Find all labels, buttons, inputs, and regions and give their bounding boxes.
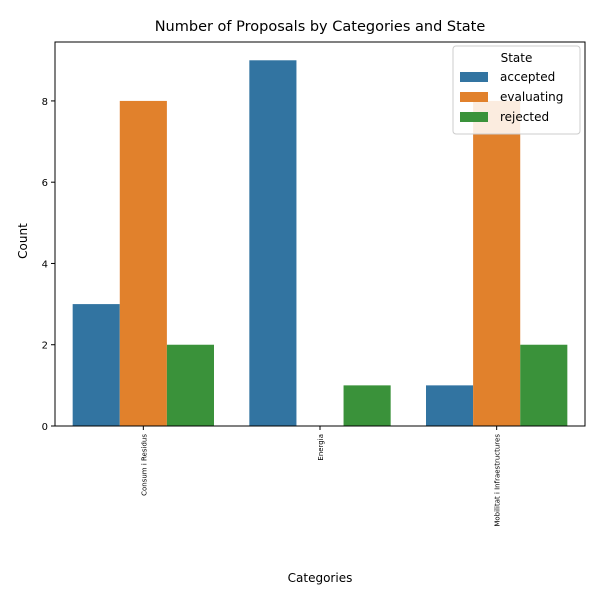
bar-rejected-2 <box>520 344 568 426</box>
plot-frame <box>54 41 586 427</box>
y-tick-label: 4 <box>42 259 48 270</box>
bar-rejected-0 <box>166 344 214 426</box>
y-tick-label: 2 <box>42 341 48 352</box>
legend-label-rejected: rejected <box>500 110 549 124</box>
bar-accepted-2 <box>426 385 474 426</box>
x-tick-label: Energia <box>317 434 325 461</box>
legend-label-accepted: accepted <box>500 70 555 84</box>
y-tick-label: 8 <box>42 97 48 108</box>
y-tick-label: 6 <box>42 178 48 189</box>
bar-evaluating-2 <box>473 100 521 427</box>
legend-swatch-evaluating <box>460 92 488 102</box>
bar-rejected-1 <box>343 385 391 426</box>
y-axis-ticks: 0 2 4 6 8 <box>42 97 55 433</box>
bar-evaluating-0 <box>119 100 167 427</box>
legend-swatch-rejected <box>460 112 488 122</box>
y-tick-label: 0 <box>42 422 48 433</box>
x-tick-label: Mobilitat i Infraestructures <box>494 434 502 527</box>
x-axis-ticks: Consum i Residus Energia Mobilitat i Infra… <box>140 426 502 527</box>
bar-accepted-0 <box>72 304 120 426</box>
legend-swatch-accepted <box>460 72 488 82</box>
chart-title: Number of Proposals by Categories and St… <box>155 19 486 35</box>
legend-label-evaluating: evaluating <box>500 90 563 104</box>
y-axis-label: Count <box>16 223 30 259</box>
legend-title: State <box>501 51 533 65</box>
bar-accepted-1 <box>249 60 297 427</box>
x-axis-label: Categories <box>288 571 353 585</box>
bar-group <box>72 60 568 427</box>
legend: State accepted evaluating rejected <box>452 45 581 135</box>
x-tick-label: Consum i Residus <box>140 434 148 496</box>
